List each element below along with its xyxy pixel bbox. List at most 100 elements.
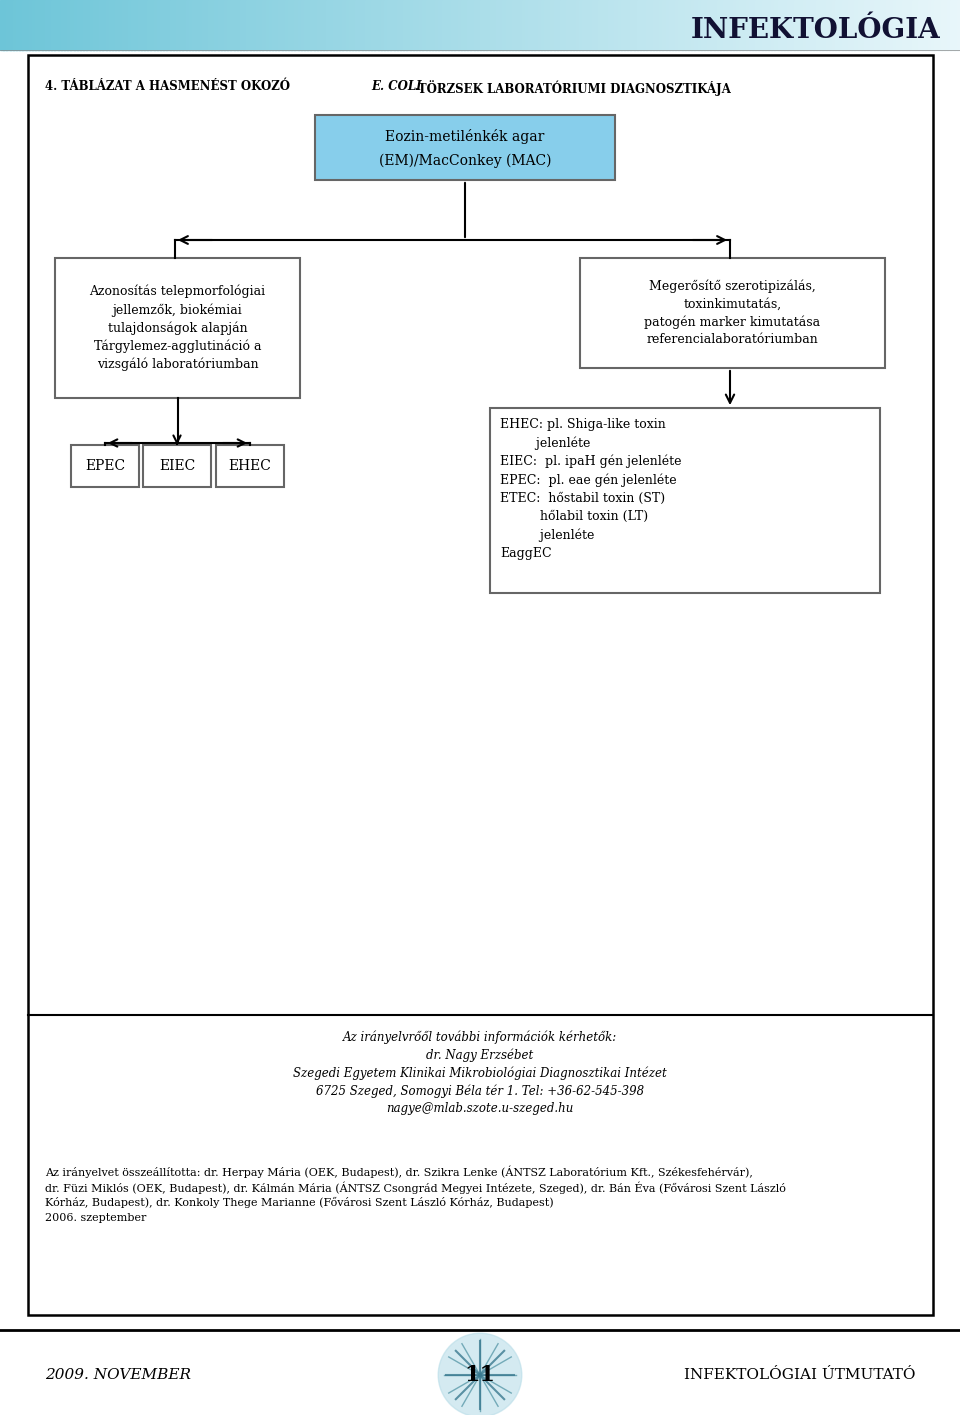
Bar: [281, 0, 286, 50]
Bar: [912, 0, 916, 50]
Bar: [144, 0, 148, 50]
Bar: [922, 0, 925, 50]
Ellipse shape: [438, 1333, 522, 1415]
Bar: [420, 0, 423, 50]
Bar: [909, 0, 913, 50]
Bar: [425, 0, 430, 50]
Bar: [358, 0, 363, 50]
Bar: [516, 0, 519, 50]
Text: 4. TÁBLÁZAT A HASMENÉST OKOZÓ: 4. TÁBLÁZAT A HASMENÉST OKOZÓ: [45, 81, 294, 93]
Bar: [346, 0, 349, 50]
Bar: [185, 0, 190, 50]
Bar: [710, 0, 714, 50]
Bar: [70, 0, 75, 50]
Bar: [132, 0, 135, 50]
Bar: [74, 0, 78, 50]
Bar: [842, 0, 846, 50]
Bar: [458, 0, 462, 50]
Bar: [112, 0, 116, 50]
Bar: [147, 0, 152, 50]
Bar: [67, 0, 71, 50]
Text: (EM)/MacConkey (MAC): (EM)/MacConkey (MAC): [379, 154, 551, 168]
Bar: [684, 0, 689, 50]
Bar: [435, 0, 440, 50]
Bar: [723, 0, 728, 50]
Bar: [512, 0, 516, 50]
Bar: [560, 0, 564, 50]
Bar: [540, 0, 545, 50]
Bar: [429, 0, 433, 50]
Bar: [12, 0, 17, 50]
Bar: [883, 0, 887, 50]
Bar: [163, 0, 167, 50]
Bar: [134, 0, 138, 50]
Bar: [480, 0, 484, 50]
Bar: [717, 0, 721, 50]
Bar: [694, 0, 699, 50]
Bar: [211, 0, 215, 50]
Bar: [3, 0, 8, 50]
Bar: [768, 0, 772, 50]
Bar: [499, 0, 503, 50]
Bar: [416, 0, 420, 50]
Bar: [634, 0, 637, 50]
Bar: [141, 0, 145, 50]
Text: Szegedi Egyetem Klinikai Mikrobiológiai Diagnosztikai Intézet: Szegedi Egyetem Klinikai Mikrobiológiai …: [293, 1065, 667, 1080]
Bar: [256, 0, 260, 50]
Bar: [643, 0, 647, 50]
Bar: [45, 0, 49, 50]
Bar: [732, 0, 737, 50]
Bar: [252, 0, 257, 50]
Bar: [691, 0, 695, 50]
Text: dr. Nagy Erzsébet: dr. Nagy Erzsébet: [426, 1049, 534, 1061]
Bar: [115, 0, 119, 50]
Bar: [804, 0, 807, 50]
Bar: [454, 0, 459, 50]
Bar: [573, 0, 577, 50]
Bar: [55, 0, 59, 50]
Bar: [564, 0, 567, 50]
Bar: [77, 0, 81, 50]
Bar: [333, 0, 337, 50]
Text: Kórház, Budapest), dr. Konkoly Thege Marianne (Fővárosi Szent László Kórház, Bud: Kórház, Budapest), dr. Konkoly Thege Mar…: [45, 1197, 554, 1208]
Bar: [444, 0, 449, 50]
Bar: [612, 0, 615, 50]
Bar: [266, 0, 270, 50]
Bar: [595, 0, 599, 50]
Text: EHEC: EHEC: [228, 458, 272, 473]
Bar: [886, 0, 891, 50]
Bar: [566, 0, 570, 50]
Bar: [477, 0, 481, 50]
Bar: [672, 0, 676, 50]
Bar: [624, 0, 628, 50]
Bar: [682, 0, 685, 50]
Bar: [669, 0, 673, 50]
Text: nagye@mlab.szote.u-szeged.hu: nagye@mlab.szote.u-szeged.hu: [386, 1102, 574, 1115]
Bar: [372, 0, 375, 50]
Bar: [339, 0, 344, 50]
Bar: [771, 0, 776, 50]
Bar: [317, 0, 321, 50]
Bar: [410, 0, 414, 50]
Text: Az irányelvrőől további információk kérhetők:: Az irányelvrőől további információk kérh…: [343, 1030, 617, 1043]
Bar: [204, 0, 209, 50]
Bar: [32, 0, 36, 50]
Bar: [247, 0, 251, 50]
Bar: [631, 0, 635, 50]
Bar: [298, 0, 301, 50]
Bar: [627, 0, 632, 50]
Text: Megerősítő szerotipizálás,
toxinkimutatás,
patogén marker kimutatása
referencial: Megerősítő szerotipizálás, toxinkimutatá…: [644, 280, 821, 347]
Bar: [746, 0, 750, 50]
Bar: [506, 0, 510, 50]
Bar: [237, 0, 241, 50]
Bar: [93, 0, 97, 50]
Bar: [535, 0, 539, 50]
Bar: [118, 0, 123, 50]
Bar: [797, 0, 801, 50]
Bar: [742, 0, 747, 50]
Bar: [800, 0, 804, 50]
Bar: [832, 0, 836, 50]
Bar: [554, 0, 558, 50]
Bar: [525, 0, 529, 50]
Bar: [89, 0, 94, 50]
